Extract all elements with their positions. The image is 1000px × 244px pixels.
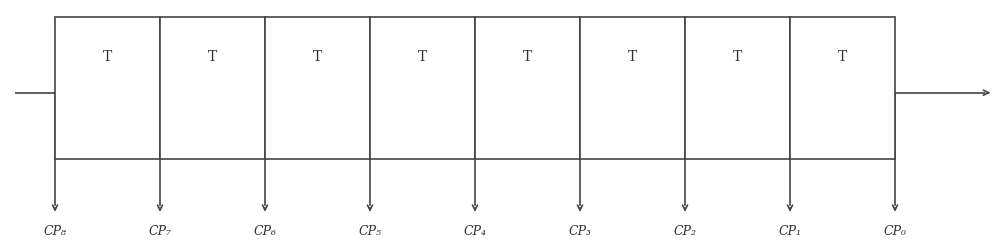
Text: CP₇: CP₇ [148,225,172,238]
Text: T: T [523,50,532,64]
Bar [790,17,895,159]
Bar [370,17,475,159]
Bar [55,17,160,159]
Text: CP₂: CP₂ [674,225,696,238]
Bar [160,17,265,159]
Text: T: T [628,50,637,64]
Text: T: T [838,50,847,64]
Bar [265,17,370,159]
Bar [685,17,790,159]
Text: CP₄: CP₄ [464,225,486,238]
Text: CP₈: CP₈ [44,225,66,238]
Text: T: T [208,50,217,64]
Text: CP₀: CP₀ [884,225,906,238]
Text: CP₅: CP₅ [358,225,382,238]
Bar [475,17,580,159]
Bar [580,17,685,159]
Text: T: T [313,50,322,64]
Text: CP₁: CP₁ [778,225,802,238]
Text: T: T [103,50,112,64]
Text: T: T [418,50,427,64]
Text: CP₃: CP₃ [569,225,592,238]
Text: T: T [733,50,742,64]
Text: CP₆: CP₆ [254,225,276,238]
